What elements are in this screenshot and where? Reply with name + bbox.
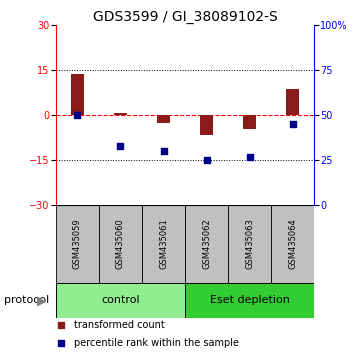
Text: transformed count: transformed count bbox=[74, 320, 165, 330]
Point bbox=[58, 322, 64, 328]
Bar bbox=[56, 205, 99, 283]
Bar bbox=[185, 205, 228, 283]
Bar bbox=[114, 113, 127, 115]
Bar bbox=[271, 205, 314, 283]
Text: Eset depletion: Eset depletion bbox=[210, 296, 290, 306]
Bar bbox=[157, 115, 170, 122]
Text: ▶: ▶ bbox=[37, 294, 46, 307]
Bar bbox=[185, 283, 314, 318]
Point bbox=[204, 158, 209, 163]
Bar bbox=[286, 90, 299, 115]
Text: GSM435064: GSM435064 bbox=[288, 219, 297, 269]
Text: GSM435060: GSM435060 bbox=[116, 219, 125, 269]
Text: GSM435063: GSM435063 bbox=[245, 219, 254, 269]
Bar bbox=[228, 205, 271, 283]
Text: GSM435062: GSM435062 bbox=[202, 219, 211, 269]
Title: GDS3599 / GI_38089102-S: GDS3599 / GI_38089102-S bbox=[93, 10, 277, 24]
Point bbox=[161, 148, 166, 154]
Text: GSM435059: GSM435059 bbox=[73, 219, 82, 269]
Bar bbox=[56, 283, 185, 318]
Bar bbox=[200, 115, 213, 135]
Bar bbox=[71, 74, 84, 115]
Point bbox=[58, 341, 64, 346]
Point bbox=[118, 143, 123, 149]
Bar bbox=[99, 205, 142, 283]
Text: GSM435061: GSM435061 bbox=[159, 219, 168, 269]
Point bbox=[290, 121, 295, 127]
Point bbox=[75, 112, 81, 118]
Bar bbox=[142, 205, 185, 283]
Text: control: control bbox=[101, 296, 140, 306]
Text: protocol: protocol bbox=[4, 296, 49, 306]
Bar bbox=[243, 115, 256, 129]
Text: percentile rank within the sample: percentile rank within the sample bbox=[74, 338, 239, 348]
Point bbox=[247, 154, 252, 159]
